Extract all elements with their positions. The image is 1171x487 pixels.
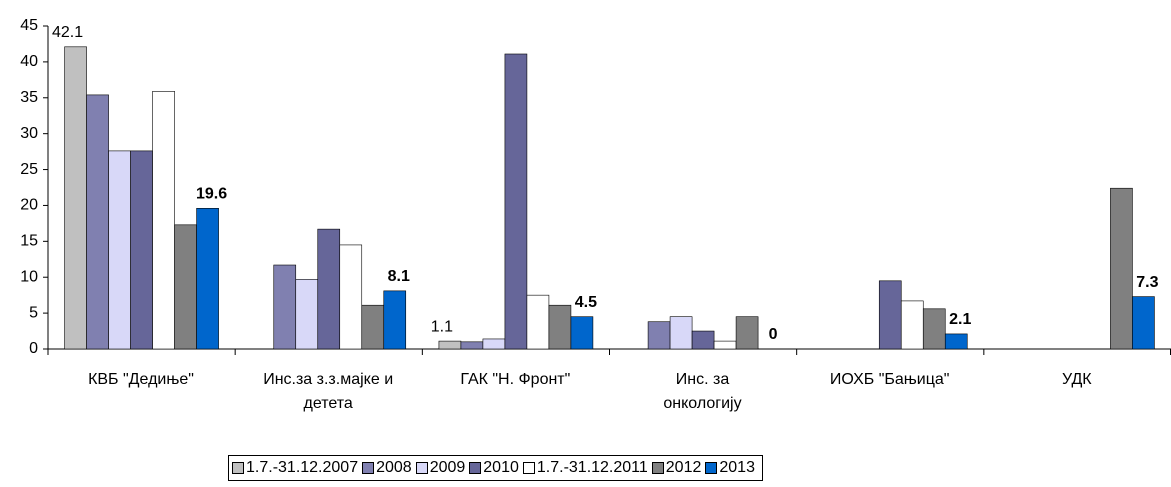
bar (570, 316, 594, 350)
bar (460, 341, 484, 350)
value-label: 19.6 (196, 186, 227, 203)
bar (295, 279, 319, 350)
bar (273, 264, 297, 350)
legend-label: 2010 (483, 459, 519, 476)
bar (64, 46, 87, 350)
x-tick-label: Инс. за онкологију (663, 371, 742, 412)
bar (647, 321, 671, 350)
value-label: 2.1 (949, 311, 971, 328)
y-tick-label: 15 (20, 233, 38, 250)
legend-item: 2012 (651, 459, 702, 477)
legend-swatch (415, 462, 428, 474)
y-tick-label: 45 (20, 17, 38, 34)
bar (174, 224, 197, 350)
y-tick-label: 30 (20, 125, 38, 142)
bar (361, 304, 385, 350)
bar (317, 228, 341, 350)
x-tick-label: Инс.за з.з.мајке и детета (263, 371, 394, 412)
legend: 1.7.-31.12.2007 2008 2009 2010 1.7.-31.12.20… (228, 455, 763, 481)
bar (713, 340, 737, 350)
legend-swatch (651, 462, 664, 474)
legend-swatch (469, 462, 482, 474)
bar (438, 340, 462, 350)
bar (1132, 296, 1155, 350)
bar (878, 280, 902, 350)
x-tick-label: КВБ "Дедиње" (88, 371, 194, 388)
bar (196, 208, 219, 350)
x-tick-label: ИОХБ "Бањица" (829, 371, 950, 388)
legend-item: 2008 (362, 459, 412, 477)
bar (383, 290, 407, 350)
y-tick-label: 40 (20, 53, 38, 70)
value-label: 8.1 (388, 268, 410, 285)
bar (1110, 187, 1133, 350)
bar (691, 330, 715, 350)
bar (86, 94, 109, 350)
legend-swatch (522, 462, 535, 474)
legend-swatch (362, 462, 375, 474)
bar (152, 91, 175, 350)
bar (735, 316, 759, 350)
x-tick-label: УДК (1062, 371, 1092, 388)
y-tick-label: 20 (20, 197, 38, 214)
legend-label: 2013 (719, 459, 755, 476)
y-tick-label: 0 (29, 340, 38, 357)
value-label: 7.3 (1136, 274, 1158, 291)
legend-item: 1.7.-31.12.2007 (232, 459, 358, 477)
legend-item: 2010 (469, 459, 519, 477)
legend-label: 2012 (665, 459, 702, 476)
bar (922, 308, 946, 350)
bar (944, 333, 968, 350)
y-tick-label: 25 (20, 161, 38, 178)
bar (339, 244, 363, 350)
value-label: 0 (769, 326, 778, 343)
legend-swatch (705, 462, 718, 474)
legend-item: 1.7.-31.12.2011 (522, 459, 648, 477)
y-tick-label: 5 (29, 304, 38, 321)
bar (504, 53, 528, 350)
bar (900, 300, 924, 350)
legend-label: 2008 (376, 459, 412, 476)
bar (669, 316, 693, 350)
x-tick-label: ГАК "Н. Фронт" (460, 371, 571, 388)
legend-label: 1.7.-31.12.2011 (536, 459, 648, 476)
bar (482, 338, 506, 350)
bar (526, 294, 550, 350)
bar (130, 150, 153, 350)
bar (548, 304, 572, 350)
value-label: 42.1 (52, 24, 83, 41)
y-tick-label: 10 (20, 268, 38, 285)
y-tick-label: 35 (20, 89, 38, 106)
legend-label: 1.7.-31.12.2007 (246, 459, 359, 476)
legend-swatch (232, 462, 244, 474)
bar (108, 150, 131, 350)
legend-item: 2013 (705, 459, 755, 477)
legend-label: 2009 (429, 459, 466, 476)
legend-item: 2009 (415, 459, 466, 477)
value-label: 4.5 (575, 294, 597, 311)
value-label: 1.1 (431, 318, 453, 335)
